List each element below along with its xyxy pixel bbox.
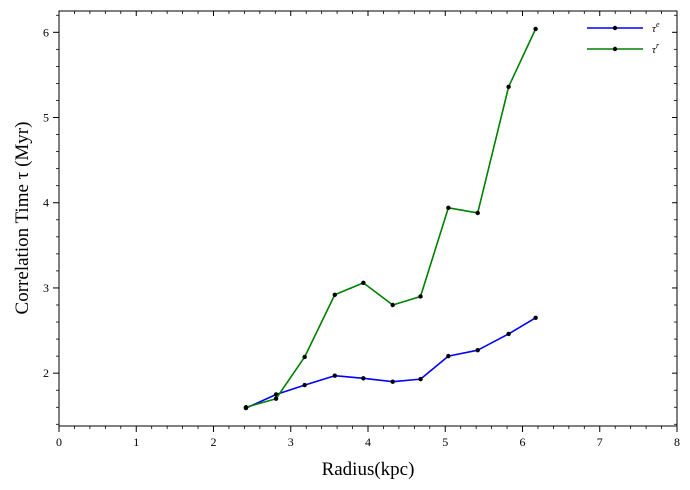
legend-r-label: τr (652, 41, 660, 56)
legend-e-label: τe (652, 20, 660, 35)
x-tick-label: 4 (365, 435, 371, 449)
series-e-point (390, 379, 395, 384)
x-axis-ticks: 0 1 2 3 4 5 6 7 8 (56, 11, 680, 449)
x-tick-label: 0 (56, 435, 62, 449)
series-e-point (418, 376, 423, 382)
series-e-point (302, 382, 307, 388)
series-r-point (302, 354, 307, 360)
x-tick-label: 3 (288, 435, 294, 449)
legend-r-label-sup: r (656, 41, 660, 50)
y-tick-label: 5 (43, 111, 49, 125)
x-axis-label: Radius(kpc) (322, 459, 415, 480)
series-r-point (390, 302, 395, 308)
y-tick-label: 4 (43, 196, 49, 210)
series-e-line (245, 317, 537, 409)
legend-e-marker (612, 25, 618, 31)
series-r-point (533, 26, 538, 32)
series-r-point (446, 205, 451, 211)
series-r-point (273, 396, 279, 401)
series-e-point (446, 353, 451, 359)
series-r-line (245, 28, 537, 409)
y-tick-label: 3 (43, 281, 49, 295)
legend-e-label-base: τ (652, 23, 657, 35)
legend-e-label-sup: e (656, 20, 660, 29)
x-tick-label: 6 (520, 435, 526, 449)
series-r-point (475, 210, 480, 216)
series-e-point (475, 347, 480, 353)
x-tick-label: 2 (211, 435, 217, 449)
x-tick-label: 8 (674, 435, 680, 449)
x-tick-label: 1 (133, 435, 139, 449)
series-r-point (332, 292, 337, 297)
series-r-point (243, 405, 249, 410)
series-r-point (361, 280, 366, 286)
series-layer (243, 26, 538, 411)
y-tick-label: 2 (43, 366, 49, 380)
legend-r-marker (612, 46, 618, 52)
series-e-point (273, 392, 279, 397)
x-tick-label: 5 (442, 435, 448, 449)
x-tick-label: 7 (597, 435, 603, 449)
series-e-point (533, 315, 538, 320)
plot-frame (58, 10, 678, 427)
series-r-point (506, 84, 511, 90)
series-e-point (361, 376, 366, 381)
series-r-point (418, 294, 423, 299)
series-e-point (506, 331, 511, 337)
y-tick-label: 6 (43, 25, 49, 39)
series-e-point (332, 373, 337, 378)
legend-r-label-base: τ (652, 44, 657, 56)
y-axis-label: Correlation Time τ (Myr) (12, 122, 33, 315)
y-axis-ticks: 2 3 4 5 6 (43, 14, 677, 425)
